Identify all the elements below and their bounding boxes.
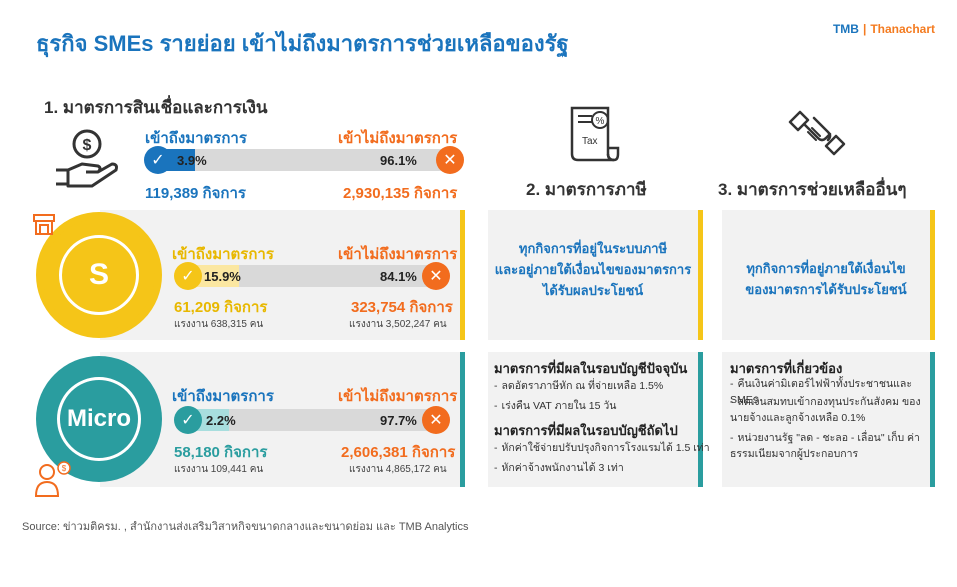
overall-no-access-label: เข้าไม่ถึงมาตรการ	[338, 130, 458, 147]
tax-highlight-line: ทุกกิจการที่อยู่ในระบบภาษี	[518, 241, 668, 256]
micro-circle: Micro	[36, 356, 162, 482]
micro-no-access-label: เข้าไม่ถึงมาตรการ	[338, 388, 458, 405]
small-x-icon: ✕	[422, 262, 450, 290]
other-related-heading: มาตรการที่เกี่ยวข้อง	[730, 361, 843, 376]
micro-access-pct: 2.2%	[206, 413, 236, 428]
small-access-workers: แรงงาน 638,315 คน	[174, 319, 264, 330]
other-related-item-text: คืนเงินค่ามิเตอร์ไฟฟ้าทั้งประชาชนและ SME…	[730, 378, 912, 406]
overall-no-access-pct: 96.1%	[380, 153, 417, 168]
tax-next-item: - หักค่าจ้างพนักงานได้ 3 เท่า	[494, 462, 624, 474]
other-highlight-line: ของมาตรการได้รับประโยชน์	[745, 282, 907, 297]
other-related-item-text: หน่วยงานรัฐ "ลด - ชะลอ - เลื่อน" เก็บ ค่…	[730, 432, 920, 460]
overall-check-icon: ✓	[144, 146, 172, 174]
source-note: Source: ข่าวมติครม. , สำนักงานส่งเสริมวิ…	[22, 521, 469, 533]
micro-check-icon: ✓	[174, 406, 202, 434]
logo-brand1: TMB	[832, 22, 859, 36]
small-no-access-count: 323,754 กิจการ	[351, 299, 453, 316]
tax-measures-panel	[488, 352, 698, 487]
small-accent-bar	[460, 210, 465, 340]
small-no-access-label: เข้าไม่ถึงมาตรการ	[338, 246, 458, 263]
other-related-item: - หน่วยงานรัฐ "ลด - ชะลอ - เลื่อน" เก็บ ค…	[730, 432, 920, 460]
tax-current-item-text: เร่งคืน VAT ภายใน 15 วัน	[501, 400, 617, 412]
logo-brand2: Thanachart	[870, 22, 935, 36]
overall-access-label: เข้าถึงมาตรการ	[145, 130, 247, 147]
tax-current-heading: มาตรการที่มีผลในรอบบัญชีปัจจุบัน	[494, 361, 688, 376]
tax-highlight-accent	[698, 210, 703, 340]
page-title: ธุรกิจ SMEs รายย่อย เข้าไม่ถึงมาตรการช่ว…	[36, 31, 569, 56]
micro-access-label: เข้าถึงมาตรการ	[172, 388, 274, 405]
other-highlight-line: ทุกกิจการที่อยู่ภายใต้เงื่อนไข	[746, 261, 906, 276]
small-check-icon: ✓	[174, 262, 202, 290]
tax-current-item: - เร่งคืน VAT ภายใน 15 วัน	[494, 400, 617, 412]
micro-access-workers: แรงงาน 109,441 คน	[174, 464, 264, 475]
overall-access-count: 119,389 กิจการ	[145, 185, 246, 202]
other-measures-panel	[722, 352, 930, 487]
micro-accent-bar	[460, 352, 465, 487]
tax-highlight-panel	[488, 210, 698, 340]
hand-coin-icon: $	[52, 126, 122, 192]
micro-no-access-pct: 97.7%	[380, 413, 417, 428]
overall-x-icon: ✕	[436, 146, 464, 174]
tax-current-item: - ลดอัตราภาษีหัก ณ ที่จ่ายเหลือ 1.5%	[494, 380, 664, 392]
shop-icon	[32, 212, 56, 236]
tax-next-item: - หักค่าใช้จ่ายปรับปรุงกิจการโรงแรมได้ 1.…	[494, 442, 710, 454]
handshake-icon	[786, 104, 848, 162]
svg-text:$: $	[83, 137, 92, 154]
other-highlight-accent	[930, 210, 935, 340]
tax-next-heading: มาตรการที่มีผลในรอบบัญชีถัดไป	[494, 423, 678, 438]
micro-access-count: 58,180 กิจการ	[174, 444, 268, 461]
small-access-label: เข้าถึงมาตรการ	[172, 246, 274, 263]
tax-current-item-text: ลดอัตราภาษีหัก ณ ที่จ่ายเหลือ 1.5%	[501, 380, 664, 392]
micro-x-icon: ✕	[422, 406, 450, 434]
micro-badge: Micro	[57, 377, 141, 461]
section2-title: 2. มาตรการภาษี	[526, 180, 647, 199]
other-highlight-panel	[722, 210, 930, 340]
tax-next-item-text: หักค่าจ้างพนักงานได้ 3 เท่า	[501, 462, 624, 474]
small-badge: S	[59, 235, 139, 315]
tax-highlight-line: ได้รับผลประโยชน์	[542, 283, 644, 298]
small-access-count: 61,209 กิจการ	[174, 299, 268, 316]
logo-separator: |	[862, 22, 867, 36]
small-circle: S	[36, 212, 162, 338]
logo: TMB | Thanachart	[833, 22, 935, 36]
micro-no-access-workers: แรงงาน 4,865,172 คน	[349, 464, 447, 475]
micro-no-access-count: 2,606,381 กิจการ	[341, 444, 456, 461]
other-related-item: - ลดเงินสมทบเข้ากองทุนประกันสังคม ของนายจ…	[730, 396, 921, 424]
other-related-item-text: ลดเงินสมทบเข้ากองทุนประกันสังคม ของนายจ้…	[730, 396, 921, 424]
overall-no-access-count: 2,930,135 กิจการ	[343, 185, 458, 202]
other-measures-accent	[930, 352, 935, 487]
overall-access-pct: 3.9%	[177, 153, 207, 168]
person-coin-icon: $	[34, 460, 74, 498]
small-no-access-workers: แรงงาน 3,502,247 คน	[349, 319, 447, 330]
other-related-item: - คืนเงินค่ามิเตอร์ไฟฟ้าทั้งประชาชนและ SM…	[730, 378, 912, 406]
small-no-access-pct: 84.1%	[380, 269, 417, 284]
other-highlight-text: ทุกกิจการที่อยู่ภายใต้เงื่อนไข ของมาตรกา…	[722, 258, 930, 300]
tax-next-item-text: หักค่าใช้จ่ายปรับปรุงกิจการโรงแรมได้ 1.5…	[501, 442, 710, 454]
svg-text:$: $	[62, 464, 67, 473]
tax-icon-label: Tax	[582, 136, 598, 147]
svg-text:%: %	[596, 116, 605, 127]
small-access-pct: 15.9%	[204, 269, 241, 284]
section3-title: 3. มาตรการช่วยเหลืออื่นๆ	[718, 180, 907, 199]
tax-measures-accent	[698, 352, 703, 487]
tax-highlight-line: และอยู่ภายใต้เงื่อนไขของมาตรการ	[494, 262, 692, 277]
tax-document-icon: % Tax	[568, 104, 620, 162]
section1-title: 1. มาตรการสินเชื่อและการเงิน	[44, 98, 268, 117]
tax-highlight-text: ทุกกิจการที่อยู่ในระบบภาษี และอยู่ภายใต้…	[488, 238, 698, 301]
